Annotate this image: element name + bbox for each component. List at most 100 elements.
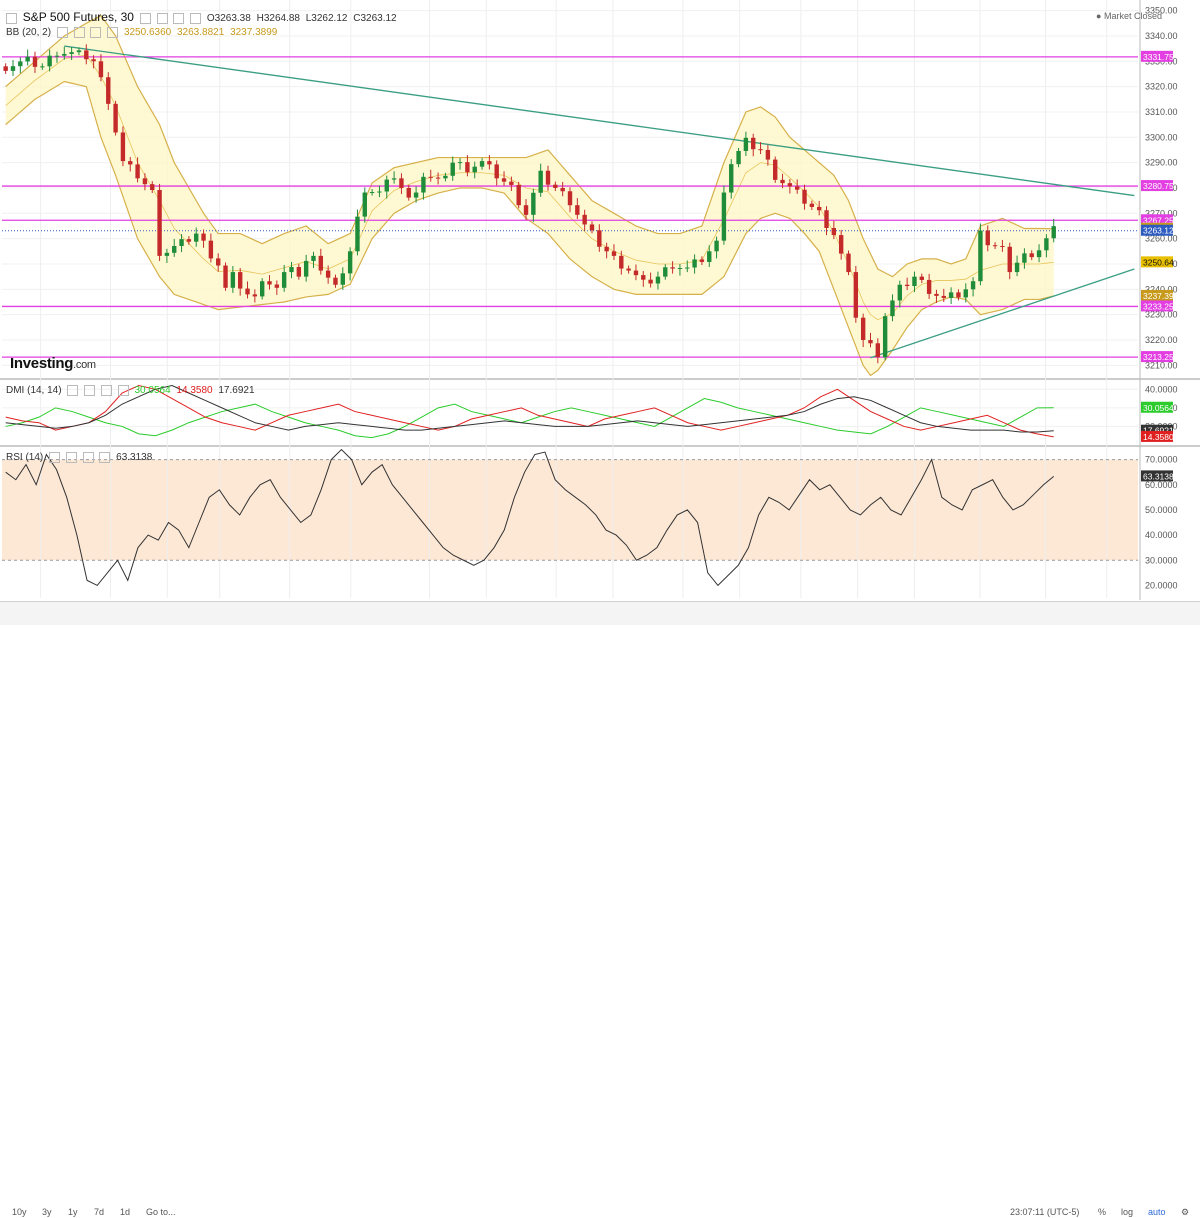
candle-body bbox=[567, 191, 573, 206]
candle-body bbox=[1000, 245, 1005, 247]
eye-icon[interactable] bbox=[56, 27, 68, 38]
close-icon[interactable] bbox=[82, 452, 94, 463]
candle-body bbox=[619, 255, 624, 269]
price-axis-tag bbox=[1141, 214, 1173, 226]
candle-body bbox=[824, 210, 829, 228]
bb-legend: BB (20, 2) 3250.6360 3263.8821 3237.3899 bbox=[6, 27, 280, 39]
candle-body bbox=[40, 66, 45, 68]
price-axis-tag-label: 3267.25 bbox=[1143, 215, 1174, 225]
price-tick-label: 3230.00 bbox=[1145, 310, 1178, 320]
candle-body bbox=[443, 175, 448, 179]
price-axis-tag-label: 3233.25 bbox=[1143, 301, 1174, 311]
candle-body bbox=[743, 137, 749, 151]
candle-body bbox=[76, 50, 82, 53]
candle-body bbox=[758, 149, 763, 151]
candle-body bbox=[633, 270, 639, 276]
candle-body bbox=[62, 53, 67, 56]
more-icon[interactable] bbox=[99, 452, 111, 463]
bb-fill bbox=[5, 15, 1054, 376]
close-icon[interactable] bbox=[90, 27, 102, 38]
price-tick-label: 3310.00 bbox=[1145, 107, 1178, 117]
close-icon[interactable] bbox=[173, 12, 185, 24]
settings-icon[interactable] bbox=[65, 452, 77, 463]
range-1d[interactable]: 1d bbox=[120, 1207, 131, 1217]
candle-body bbox=[98, 61, 104, 78]
log-toggle[interactable]: log bbox=[1121, 1207, 1134, 1217]
range-1y[interactable]: 1y bbox=[68, 1207, 78, 1217]
candle-body bbox=[479, 161, 485, 167]
candle-body bbox=[641, 275, 646, 280]
eye-icon[interactable] bbox=[49, 452, 61, 463]
rsi-axis-tag-label: 63.3138 bbox=[1143, 471, 1174, 481]
trend-line bbox=[870, 268, 1135, 359]
candle-body bbox=[347, 251, 353, 274]
price-tick-label: 3350.00 bbox=[1145, 6, 1178, 16]
price-axis-tag bbox=[1141, 224, 1173, 236]
settings-icon[interactable] bbox=[84, 385, 96, 396]
candle-body bbox=[516, 184, 521, 206]
candle-body bbox=[809, 203, 815, 207]
dmi-series-line bbox=[5, 385, 1054, 433]
gear-icon[interactable]: ⚙ bbox=[1181, 1207, 1190, 1217]
settings-icon[interactable] bbox=[156, 12, 168, 24]
eye-icon[interactable] bbox=[139, 12, 151, 24]
candle-body bbox=[795, 186, 800, 190]
candle-body bbox=[369, 192, 375, 194]
candle-body bbox=[948, 292, 954, 298]
rsi-legend: RSI (14) 63.3138 bbox=[6, 452, 155, 464]
rsi-line bbox=[5, 448, 1055, 587]
rsi-tick-label: 20.0000 bbox=[1145, 580, 1178, 590]
candle-body bbox=[355, 216, 360, 252]
candle-body bbox=[274, 284, 280, 288]
candle-body bbox=[487, 161, 492, 165]
candle-body bbox=[406, 187, 411, 198]
more-icon[interactable] bbox=[190, 12, 202, 24]
eye-icon[interactable] bbox=[67, 385, 79, 396]
candle-body bbox=[18, 61, 23, 67]
more-icon[interactable] bbox=[107, 27, 119, 38]
percent-toggle[interactable]: % bbox=[1098, 1207, 1107, 1217]
candle-body bbox=[450, 162, 455, 176]
candle-body bbox=[853, 272, 859, 318]
range-3y[interactable]: 3y bbox=[42, 1207, 52, 1217]
close-icon[interactable] bbox=[100, 385, 112, 396]
candle-body bbox=[311, 255, 316, 261]
rsi-tick-label: 70.0000 bbox=[1145, 455, 1178, 465]
candle-body bbox=[919, 276, 924, 280]
candle-body bbox=[597, 230, 602, 247]
candle-body bbox=[992, 245, 998, 247]
candle-body bbox=[736, 150, 741, 165]
range-7d[interactable]: 7d bbox=[94, 1207, 105, 1217]
price-axis-tag bbox=[1141, 351, 1173, 363]
candle-body bbox=[384, 179, 389, 192]
settings-icon[interactable] bbox=[73, 27, 85, 38]
candle-body bbox=[1014, 262, 1020, 273]
brand-name: Investing bbox=[10, 355, 74, 372]
price-axis-tag bbox=[1141, 50, 1173, 62]
price-tick-label: 3270.00 bbox=[1145, 208, 1178, 218]
candle-body bbox=[575, 205, 580, 215]
bb-lower-value: 3237.3899 bbox=[230, 27, 278, 39]
price-axis-tag-label: 3263.12 bbox=[1143, 226, 1174, 236]
rsi-band bbox=[2, 459, 1138, 561]
candle-body bbox=[69, 52, 74, 54]
candle-body bbox=[1044, 238, 1049, 251]
candle-body bbox=[54, 55, 60, 57]
auto-toggle[interactable]: auto bbox=[1148, 1207, 1166, 1217]
more-icon[interactable] bbox=[117, 385, 129, 396]
candle-body bbox=[113, 103, 118, 133]
price-tick-label: 3210.00 bbox=[1145, 360, 1178, 370]
range-10y[interactable]: 10y bbox=[12, 1207, 27, 1217]
chart-canvas[interactable]: 3210.003220.003230.003240.003250.003260.… bbox=[0, 0, 1200, 624]
dmi-axis-tag bbox=[1141, 424, 1173, 436]
go-to-button[interactable]: Go to... bbox=[146, 1207, 176, 1217]
price-axis-tag-label: 3237.39 bbox=[1143, 291, 1174, 301]
candle-body bbox=[179, 239, 184, 246]
collapse-icon[interactable] bbox=[6, 12, 17, 24]
candle-body bbox=[970, 281, 976, 290]
bb-upper-line bbox=[5, 14, 1054, 278]
price-axis-tag-label: 3213.25 bbox=[1143, 352, 1174, 362]
candle-body bbox=[465, 162, 470, 173]
dmi-axis-tag bbox=[1141, 430, 1173, 442]
candle-body bbox=[868, 339, 873, 344]
